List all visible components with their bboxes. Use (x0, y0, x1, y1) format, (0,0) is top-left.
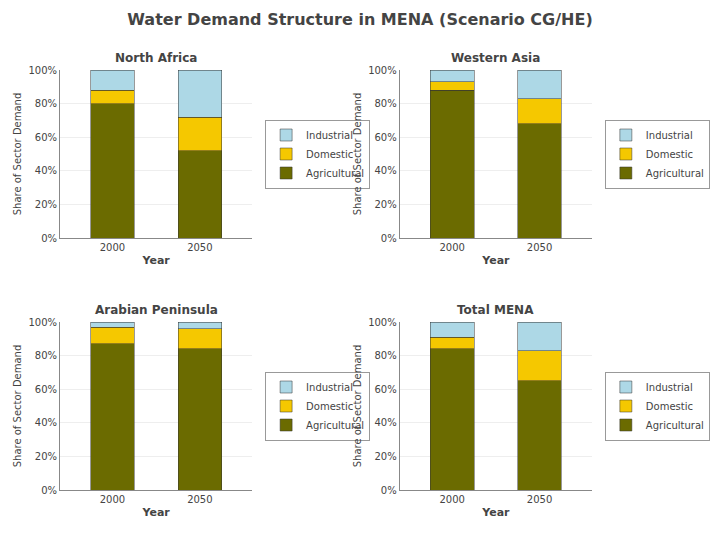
svg-text:Share of Sector Demand: Share of Sector Demand (12, 345, 23, 468)
svg-text:Year: Year (142, 506, 171, 519)
svg-text:80%: 80% (374, 350, 396, 361)
svg-text:Industrial: Industrial (306, 130, 353, 141)
svg-text:100%: 100% (368, 65, 397, 76)
svg-text:Year: Year (142, 254, 171, 267)
svg-text:Water Demand Structure in MENA: Water Demand Structure in MENA (Scenario… (127, 10, 592, 29)
svg-text:Domestic: Domestic (306, 401, 353, 412)
svg-text:100%: 100% (368, 317, 397, 328)
svg-text:0%: 0% (381, 485, 397, 496)
svg-text:20%: 20% (374, 451, 396, 462)
svg-text:Industrial: Industrial (646, 130, 693, 141)
svg-text:40%: 40% (35, 165, 57, 176)
svg-text:20%: 20% (374, 199, 396, 210)
svg-text:2050: 2050 (527, 494, 552, 505)
svg-text:2050: 2050 (187, 242, 212, 253)
svg-text:40%: 40% (374, 165, 396, 176)
svg-text:Domestic: Domestic (646, 401, 693, 412)
svg-text:Domestic: Domestic (306, 149, 353, 160)
svg-text:80%: 80% (35, 98, 57, 109)
svg-text:40%: 40% (374, 417, 396, 428)
svg-text:2000: 2000 (439, 494, 464, 505)
svg-text:60%: 60% (374, 384, 396, 395)
svg-text:Share of Sector Demand: Share of Sector Demand (352, 345, 363, 468)
svg-text:Industrial: Industrial (646, 382, 693, 393)
svg-text:Share of Sector Demand: Share of Sector Demand (12, 93, 23, 216)
svg-text:100%: 100% (28, 317, 57, 328)
svg-text:0%: 0% (381, 233, 397, 244)
svg-text:20%: 20% (35, 451, 57, 462)
svg-text:Domestic: Domestic (646, 149, 693, 160)
svg-text:2050: 2050 (527, 242, 552, 253)
svg-text:Arabian Peninsula: Arabian Peninsula (95, 303, 218, 317)
svg-text:60%: 60% (35, 132, 57, 143)
svg-text:2050: 2050 (187, 494, 212, 505)
svg-text:20%: 20% (35, 199, 57, 210)
svg-text:2000: 2000 (100, 242, 125, 253)
svg-text:40%: 40% (35, 417, 57, 428)
svg-text:Agricultural: Agricultural (646, 420, 704, 431)
svg-text:100%: 100% (28, 65, 57, 76)
svg-text:Western Asia: Western Asia (451, 51, 540, 65)
svg-text:Year: Year (481, 506, 510, 519)
svg-text:0%: 0% (41, 233, 57, 244)
svg-text:Total MENA: Total MENA (457, 303, 534, 317)
svg-text:2000: 2000 (100, 494, 125, 505)
svg-text:North Africa: North Africa (115, 51, 197, 65)
svg-text:Year: Year (481, 254, 510, 267)
svg-text:80%: 80% (374, 98, 396, 109)
svg-text:0%: 0% (41, 485, 57, 496)
svg-text:Industrial: Industrial (306, 382, 353, 393)
svg-text:Share of Sector Demand: Share of Sector Demand (352, 93, 363, 216)
svg-text:60%: 60% (374, 132, 396, 143)
svg-text:Agricultural: Agricultural (306, 168, 364, 179)
svg-text:Agricultural: Agricultural (306, 420, 364, 431)
svg-text:2000: 2000 (439, 242, 464, 253)
svg-text:60%: 60% (35, 384, 57, 395)
svg-text:Agricultural: Agricultural (646, 168, 704, 179)
svg-text:80%: 80% (35, 350, 57, 361)
